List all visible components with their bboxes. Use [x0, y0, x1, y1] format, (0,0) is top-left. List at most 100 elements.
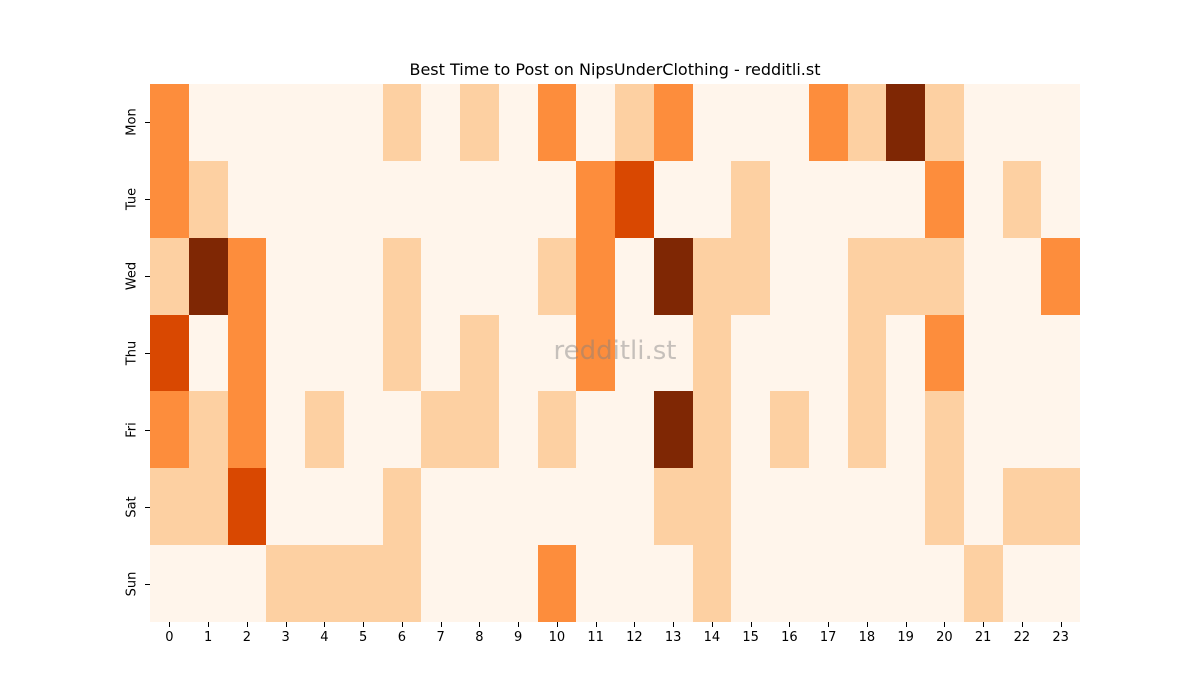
heatmap-cell: [615, 84, 654, 161]
y-tick: [145, 506, 150, 508]
heatmap-cell: [537, 391, 577, 469]
heatmap-cell: [925, 160, 964, 238]
x-tick-text: 2: [242, 630, 252, 645]
x-tick-text: 4: [320, 630, 329, 645]
heatmap-cell: [382, 84, 422, 161]
heatmap-cell: [692, 391, 732, 469]
heatmap-cell: [460, 468, 499, 546]
heatmap-cell: [963, 160, 1003, 238]
x-tick-text: 12: [626, 630, 643, 645]
heatmap-cell: [150, 468, 189, 546]
heatmap-cell: [188, 391, 228, 469]
x-tick: [208, 622, 210, 627]
x-tick-text: 6: [397, 630, 407, 645]
heatmap-cell: [343, 237, 383, 315]
x-tick: [634, 622, 636, 627]
heatmap-cell: [498, 391, 538, 469]
heatmap-cell: [925, 84, 964, 161]
heatmap-cell: [460, 314, 499, 392]
heatmap-cell: [266, 468, 305, 546]
heatmap-cell: [963, 84, 1003, 161]
heatmap-cell: [460, 84, 499, 161]
heatmap-cell: [847, 314, 887, 392]
x-tick-text: 10: [548, 630, 566, 645]
heatmap-cell: [305, 314, 344, 392]
y-tick-text: Thu: [124, 340, 140, 366]
heatmap-cell: [886, 468, 925, 546]
heatmap-cell: [847, 84, 887, 161]
heatmap-cell: [382, 545, 422, 622]
heatmap-cell: [382, 160, 422, 238]
x-tick: [363, 622, 365, 627]
x-tick: [944, 622, 946, 627]
heatmap-cell: [1041, 468, 1080, 546]
heatmap-cell: [382, 237, 422, 315]
x-tick: [479, 622, 481, 627]
x-tick: [1060, 622, 1062, 627]
heatmap-cell: [731, 391, 770, 469]
x-tick: [246, 622, 248, 627]
x-tick-text: 13: [664, 630, 682, 645]
heatmap-cell: [382, 391, 422, 469]
heatmap-cell: [847, 391, 887, 469]
heatmap-cell: [227, 468, 267, 546]
heatmap-cell: [305, 391, 344, 469]
heatmap-cell: [808, 160, 848, 238]
heatmap-cell: [576, 545, 615, 622]
heatmap-cell: [615, 545, 654, 622]
x-tick: [595, 622, 597, 627]
heatmap-cell: [537, 237, 577, 315]
x-tick: [518, 622, 520, 627]
heatmap-cell: [150, 545, 189, 622]
x-tick: [673, 622, 675, 627]
heatmap-cell: [382, 314, 422, 392]
heatmap-cell: [266, 84, 305, 161]
heatmap-cell: [1041, 391, 1080, 469]
heatmap-cell: [576, 468, 615, 546]
heatmap-cell: [421, 160, 460, 238]
y-tick-text: Sun: [124, 571, 140, 596]
heatmap-cell: [498, 237, 538, 315]
y-tick-text: Sat: [124, 496, 140, 518]
x-tick-text: 18: [858, 630, 876, 645]
x-tick-text: 8: [475, 630, 484, 645]
x-tick: [401, 622, 403, 627]
heatmap-cell: [1041, 314, 1080, 392]
heatmap-cell: [343, 545, 383, 622]
heatmap-cell: [266, 391, 305, 469]
heatmap-cell: [421, 84, 460, 161]
heatmap-cell: [498, 545, 538, 622]
heatmap-cell: [886, 545, 925, 622]
y-tick: [145, 583, 150, 585]
heatmap-cell: [692, 160, 732, 238]
x-tick-text: 23: [1052, 630, 1069, 645]
heatmap-cell: [537, 545, 577, 622]
heatmap-cell: [653, 545, 693, 622]
heatmap-cell: [343, 314, 383, 392]
y-tick-text: Wed: [124, 261, 140, 291]
heatmap-cell: [808, 237, 848, 315]
y-tick: [145, 122, 150, 124]
heatmap-cell: [808, 84, 848, 161]
heatmap-cell: [537, 84, 577, 161]
x-tick: [905, 622, 907, 627]
heatmap-cell: [576, 391, 615, 469]
heatmap-cell: [731, 160, 770, 238]
heatmap-cell: [227, 160, 267, 238]
heatmap-cell: [150, 160, 189, 238]
heatmap-cell: [305, 237, 344, 315]
x-tick: [983, 622, 985, 627]
heatmap-cell: [653, 84, 693, 161]
heatmap-cell: [537, 160, 577, 238]
heatmap-cell: [963, 468, 1003, 546]
heatmap-cell: [886, 237, 925, 315]
y-tick: [145, 199, 150, 201]
x-tick-text: 16: [781, 630, 798, 645]
heatmap-cell: [925, 468, 964, 546]
x-tick-text: 15: [742, 630, 759, 645]
y-tick-text: Tue: [124, 188, 140, 211]
x-tick: [285, 622, 287, 627]
heatmap-cell: [421, 314, 460, 392]
heatmap-cell: [615, 314, 654, 392]
heatmap-cell: [886, 391, 925, 469]
